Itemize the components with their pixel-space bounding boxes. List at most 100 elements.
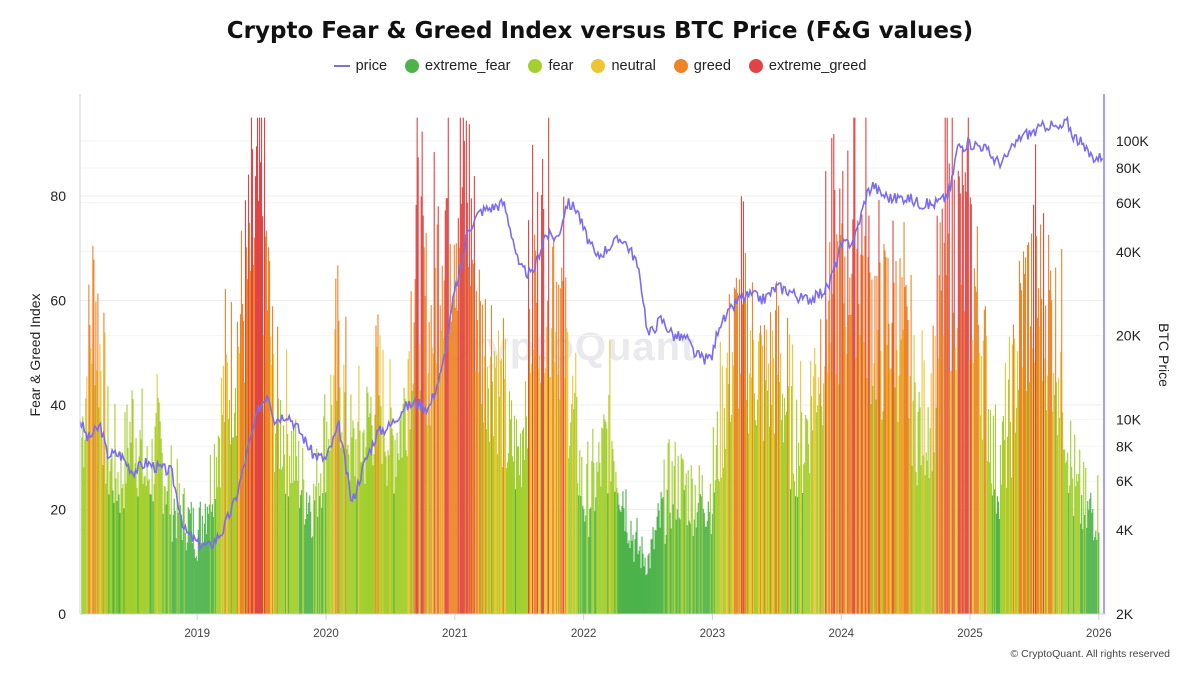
fg-bar	[297, 480, 299, 614]
legend-item-fear[interactable]: fear	[528, 58, 573, 74]
fg-bar	[1089, 498, 1091, 614]
fg-bar	[439, 305, 441, 614]
fg-bar	[433, 152, 435, 615]
fg-bar	[250, 117, 253, 614]
legend-item-extreme_fear[interactable]: extreme_fear	[405, 58, 510, 74]
fg-bar	[721, 365, 723, 614]
fg-bar	[914, 382, 916, 614]
fg-bar	[770, 404, 773, 614]
fg-bar	[175, 538, 177, 614]
fg-bar	[969, 197, 971, 614]
fg-bar	[501, 467, 504, 614]
fg-bar	[158, 402, 160, 614]
fg-bar	[140, 439, 142, 614]
fg-bar	[480, 403, 482, 614]
fg-bar	[109, 471, 111, 614]
fg-bar	[848, 315, 850, 614]
fg-bar	[612, 449, 614, 614]
fg-bar	[938, 275, 940, 614]
legend-item-greed[interactable]: greed	[673, 58, 731, 74]
legend-item-neutral[interactable]: neutral	[591, 58, 656, 74]
fg-bar	[1016, 351, 1019, 614]
fg-bar	[366, 386, 368, 614]
fg-bar	[90, 348, 92, 614]
fg-bar	[503, 378, 506, 614]
fg-bar	[567, 332, 569, 614]
legend-item-extreme_greed[interactable]: extreme_greed	[748, 58, 866, 74]
fg-bar	[940, 290, 942, 614]
fg-bar	[1085, 468, 1087, 614]
fg-bar	[937, 358, 939, 614]
fg-bar	[604, 419, 606, 614]
fg-bar	[447, 117, 449, 614]
fg-bar	[291, 430, 293, 614]
fg-bar	[446, 197, 448, 614]
fg-bar	[865, 117, 867, 614]
fg-bar	[532, 144, 534, 614]
fg-bar	[492, 436, 494, 614]
fg-bar	[742, 201, 744, 614]
fg-bar	[755, 425, 758, 614]
fg-bar	[1042, 380, 1044, 614]
fg-bar	[148, 478, 150, 614]
fg-bar	[730, 414, 732, 614]
fg-bar	[524, 460, 526, 614]
fg-bar	[944, 117, 946, 614]
fg-bar	[108, 494, 110, 614]
fg-bar	[624, 531, 626, 614]
fg-bar	[165, 504, 167, 614]
fg-bar	[348, 454, 350, 614]
fg-bar	[1081, 495, 1083, 614]
fg-bar	[367, 392, 369, 614]
fg-bar	[200, 543, 202, 614]
fg-bar	[441, 265, 443, 614]
fg-bar	[984, 306, 986, 614]
fg-bar	[768, 426, 771, 614]
fg-bar	[860, 254, 862, 614]
fg-bar	[813, 376, 815, 614]
fg-bar	[107, 386, 109, 614]
fg-bar	[776, 281, 778, 614]
fg-bar	[509, 419, 512, 614]
fg-bar	[1059, 417, 1061, 614]
fg-bar	[293, 429, 295, 614]
fg-bar	[457, 218, 459, 614]
legend-swatch-neutral	[591, 59, 606, 73]
fg-bar	[959, 193, 961, 614]
fg-bar	[328, 438, 330, 614]
fg-bar	[1020, 290, 1023, 614]
fg-bar	[762, 440, 765, 614]
fg-bar	[295, 419, 297, 614]
fg-bar	[259, 162, 262, 615]
fg-bar	[964, 172, 966, 615]
x-tick-label: 2020	[313, 628, 339, 640]
fg-bar	[208, 504, 210, 614]
fg-bar	[1028, 381, 1031, 614]
fg-bar	[268, 247, 270, 614]
fg-bar	[110, 459, 112, 614]
fg-bar	[711, 513, 713, 614]
fg-bar	[1066, 460, 1068, 614]
fg-bar	[1026, 244, 1029, 614]
fg-bar	[363, 429, 365, 614]
fg-bar	[258, 117, 261, 614]
fg-bar	[350, 394, 352, 614]
right-tick-label: 60K	[1116, 195, 1142, 211]
fg-bar	[408, 351, 410, 614]
fg-bar	[472, 263, 474, 614]
fg-bar	[308, 502, 310, 614]
fg-bar	[311, 537, 313, 614]
fg-bar	[495, 355, 498, 614]
fg-bar	[296, 456, 298, 614]
fg-bar	[558, 284, 560, 614]
fg-bar	[359, 430, 361, 614]
fg-bar	[341, 432, 343, 614]
fg-bar	[168, 469, 170, 614]
fg-bar	[461, 187, 463, 614]
fg-bar	[154, 426, 156, 614]
fg-bar	[1050, 270, 1052, 614]
legend-item-price[interactable]: price	[333, 58, 387, 74]
fg-bar	[601, 427, 603, 614]
fg-bar	[786, 411, 788, 614]
fg-bar	[419, 390, 421, 614]
